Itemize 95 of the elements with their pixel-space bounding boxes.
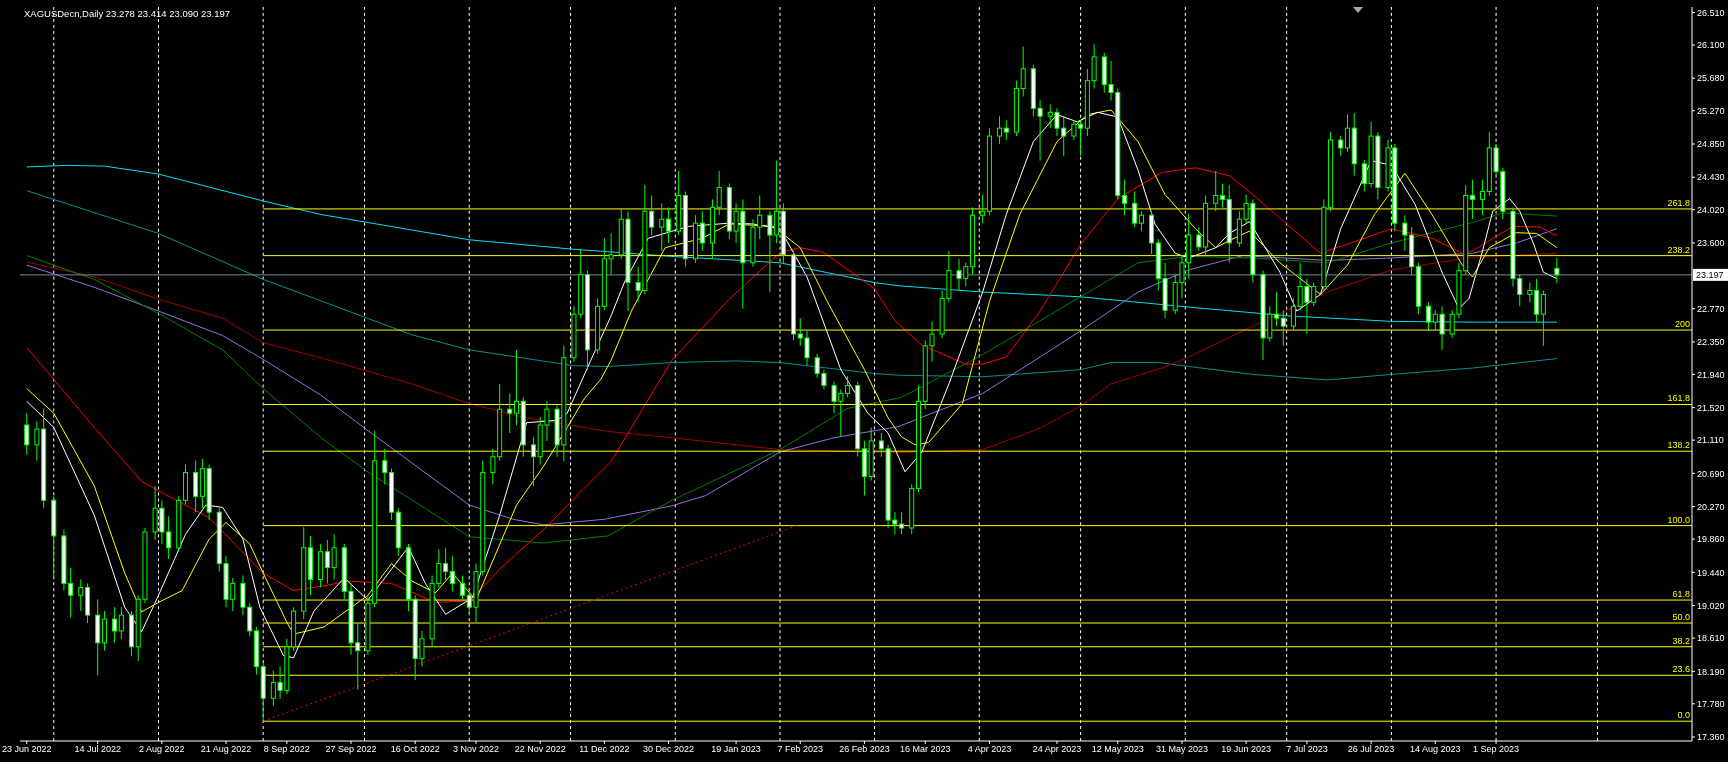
line-series [26, 252, 1558, 454]
candlestick [530, 436, 536, 487]
x-tick-label: 8 Sep 2022 [263, 744, 310, 755]
y-tick-label: 18.610 [1697, 633, 1725, 644]
x-tick-label: 12 May 2023 [1091, 744, 1144, 755]
annotation: 161.8 [1667, 393, 1690, 404]
y-tick-label: 26.100 [1697, 40, 1725, 51]
y-tick-label: 17.360 [1697, 732, 1725, 743]
candlestick [1469, 179, 1475, 220]
y-tick-label: 25.680 [1697, 73, 1725, 84]
y-tick-label: 24.430 [1697, 172, 1725, 183]
annotation: 200 [1674, 319, 1690, 330]
chart-title: XAGUSDecn,Daily 23.278 23.414 23.090 23.197 [24, 8, 230, 20]
x-tick-label: 31 May 2023 [1155, 744, 1208, 755]
y-tick-label: 24.850 [1697, 139, 1725, 150]
candlestick [449, 555, 455, 592]
candlestick [1219, 183, 1226, 208]
candlestick [1290, 297, 1296, 331]
annotation: 38.2 [1672, 635, 1690, 646]
y-tick-label: 22.350 [1697, 337, 1725, 348]
x-tick-label: 14 Jul 2022 [74, 744, 121, 755]
y-tick-label: 25.270 [1697, 105, 1725, 116]
y-tick-label: 19.020 [1697, 600, 1725, 611]
candlestick [1020, 46, 1026, 97]
candlestick [1122, 179, 1128, 216]
y-tick-label: 21.520 [1697, 402, 1725, 413]
annotation: 0.0 [1677, 710, 1690, 721]
candlestick [980, 194, 986, 224]
candlestick [118, 606, 124, 640]
x-tick-label: 11 Dec 2022 [579, 744, 630, 755]
y-tick-label: 24.020 [1697, 204, 1725, 215]
x-tick-label: 21 Aug 2022 [200, 744, 252, 755]
annotation: 50.0 [1672, 612, 1690, 623]
candlestick [666, 206, 672, 244]
y-tick-label: 23.600 [1697, 238, 1725, 249]
x-tick-label: 19 Jun 2023 [1221, 744, 1271, 755]
candlestick [1003, 119, 1009, 141]
y-tick-label: 22.770 [1697, 303, 1725, 314]
y-tick-label: 19.860 [1697, 534, 1725, 545]
x-tick-label: 7 Jul 2023 [1286, 744, 1328, 755]
y-tick-label: 21.940 [1697, 369, 1725, 380]
x-tick-label: 26 Feb 2023 [839, 744, 890, 755]
candlestick [459, 575, 466, 600]
x-tick-label: 16 Oct 2022 [390, 744, 440, 755]
candlestick [193, 460, 199, 513]
x-tick-label: 3 Nov 2022 [452, 744, 500, 755]
y-tick-label: 21.110 [1697, 435, 1724, 446]
candlestick [1426, 301, 1432, 332]
candlestick [78, 578, 84, 612]
x-tick-label: 30 Dec 2022 [643, 744, 695, 755]
y-tick-label: 17.780 [1697, 698, 1725, 709]
annotation: 61.8 [1672, 589, 1690, 600]
x-tick-label: 22 Nov 2022 [514, 744, 566, 755]
candlestick [659, 202, 665, 252]
x-tick-label: 7 Feb 2023 [777, 744, 824, 755]
y-tick-label: 26.510 [1697, 7, 1725, 18]
candlestick [1138, 210, 1144, 232]
candlestick [101, 610, 107, 652]
x-tick-label: 16 Mar 2023 [899, 744, 951, 755]
x-tick-label: 14 Aug 2023 [1410, 744, 1461, 755]
y-tick-label: 20.270 [1697, 501, 1725, 512]
candlestick [24, 412, 30, 455]
candlestick [1480, 179, 1486, 216]
candlestick [1274, 291, 1280, 327]
candlestick [382, 448, 388, 485]
x-tick-label: 1 Sep 2023 [1473, 744, 1520, 755]
annotation: 138.2 [1667, 440, 1690, 451]
x-tick-label: 19 Jan 2023 [711, 744, 761, 755]
candlestick [514, 349, 520, 426]
x-tick-label: 2 Aug 2022 [139, 744, 185, 755]
annotation: 100.0 [1667, 514, 1690, 525]
candlestick [1213, 170, 1219, 212]
y-tick-label: 19.440 [1697, 567, 1725, 578]
x-tick-label: 27 Sep 2022 [325, 744, 377, 755]
x-tick-label: 26 Jul 2023 [1347, 744, 1395, 755]
line-series [26, 190, 1558, 381]
annotation: 261.8 [1667, 197, 1690, 208]
ref-line-label: 23.197 [1696, 270, 1724, 281]
annotation: 23.6 [1672, 664, 1690, 675]
candlestick [1132, 190, 1138, 228]
x-tick-label: 4 Apr 2023 [967, 744, 1012, 755]
candlestick [716, 170, 722, 216]
candlestick [1344, 114, 1350, 153]
candlestick [699, 210, 705, 252]
candlestick [112, 606, 118, 644]
y-tick-label: 20.690 [1697, 468, 1725, 479]
x-tick-label: 24 Apr 2023 [1032, 744, 1082, 755]
candlestick [997, 115, 1003, 145]
candlestick [1540, 289, 1546, 347]
candlestick [507, 392, 513, 434]
candlestick [845, 375, 851, 398]
annotation: 238.2 [1667, 244, 1690, 255]
x-tick-label: 23 Jun 2022 [1, 744, 52, 755]
y-tick-label: 18.190 [1697, 666, 1725, 677]
candlestick [1338, 135, 1344, 157]
